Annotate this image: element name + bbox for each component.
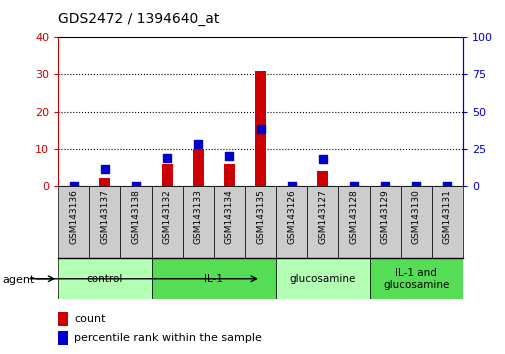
Bar [192, 149, 204, 186]
Text: IL-1: IL-1 [204, 274, 223, 284]
Text: GSM143134: GSM143134 [225, 189, 233, 244]
Point [256, 126, 264, 132]
Text: glucosamine: glucosamine [289, 274, 356, 284]
Point [349, 183, 358, 189]
FancyBboxPatch shape [307, 186, 338, 258]
FancyBboxPatch shape [276, 258, 369, 299]
Text: GSM143129: GSM143129 [380, 189, 389, 244]
FancyBboxPatch shape [276, 186, 307, 258]
Text: GSM143137: GSM143137 [100, 189, 109, 244]
Text: GSM143135: GSM143135 [256, 189, 265, 244]
Point [132, 183, 140, 189]
FancyBboxPatch shape [431, 186, 462, 258]
Text: control: control [86, 274, 123, 284]
Bar [224, 164, 234, 186]
Text: GSM143131: GSM143131 [442, 189, 451, 244]
Point [287, 183, 295, 189]
Bar [58, 312, 68, 326]
Text: count: count [74, 314, 106, 324]
Point [100, 167, 109, 172]
FancyBboxPatch shape [400, 186, 431, 258]
Point [412, 183, 420, 189]
Text: GSM143132: GSM143132 [162, 189, 171, 244]
FancyBboxPatch shape [58, 258, 152, 299]
Text: GSM143126: GSM143126 [287, 189, 295, 244]
FancyBboxPatch shape [338, 186, 369, 258]
Text: GSM143138: GSM143138 [131, 189, 140, 244]
FancyBboxPatch shape [152, 258, 276, 299]
FancyBboxPatch shape [182, 186, 214, 258]
Text: GSM143130: GSM143130 [411, 189, 420, 244]
Point [380, 183, 388, 189]
FancyBboxPatch shape [152, 186, 182, 258]
Point [70, 183, 78, 189]
Bar [162, 164, 172, 186]
FancyBboxPatch shape [369, 186, 400, 258]
FancyBboxPatch shape [369, 258, 462, 299]
Text: GSM143136: GSM143136 [69, 189, 78, 244]
Bar [317, 171, 328, 186]
Bar [58, 331, 68, 345]
FancyBboxPatch shape [58, 186, 89, 258]
Point [163, 155, 171, 160]
Bar [255, 71, 266, 186]
FancyBboxPatch shape [120, 186, 152, 258]
Point [225, 153, 233, 159]
Bar [99, 178, 110, 186]
Point [442, 183, 450, 189]
FancyBboxPatch shape [214, 186, 244, 258]
Text: percentile rank within the sample: percentile rank within the sample [74, 333, 262, 343]
FancyBboxPatch shape [89, 186, 120, 258]
Text: GSM143127: GSM143127 [318, 189, 327, 244]
Text: GSM143128: GSM143128 [349, 189, 358, 244]
Text: GDS2472 / 1394640_at: GDS2472 / 1394640_at [58, 12, 219, 27]
Text: GSM143133: GSM143133 [193, 189, 203, 244]
Text: agent: agent [3, 275, 35, 285]
Point [194, 141, 202, 147]
FancyBboxPatch shape [244, 186, 276, 258]
Text: IL-1 and
glucosamine: IL-1 and glucosamine [382, 268, 448, 290]
Point [318, 156, 326, 162]
